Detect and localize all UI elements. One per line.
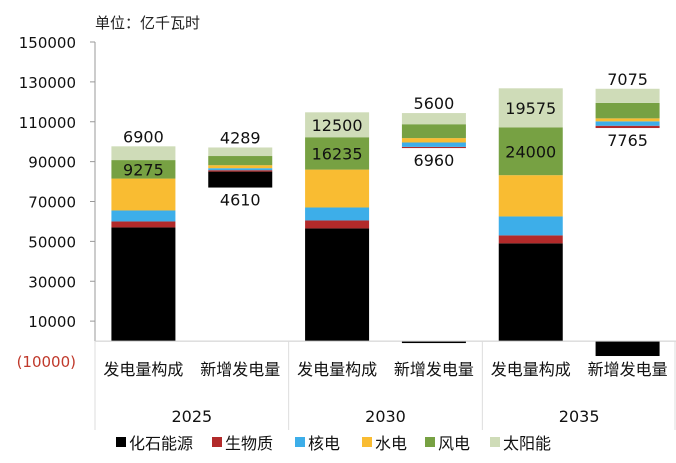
bar-segment-1 [305, 220, 370, 229]
bar-segment-4 [111, 160, 176, 179]
bar-segment-1 [111, 221, 176, 228]
bar-segment-4 [305, 137, 370, 170]
x-group-label: 2035 [559, 407, 600, 426]
y-tick-label: 110000 [19, 114, 76, 132]
legend-label: 核电 [308, 434, 340, 453]
x-category-label: 新增发电量 [588, 360, 668, 379]
unit-label: 单位：亿千瓦时 [95, 14, 200, 32]
data-label: 7765 [607, 131, 648, 150]
legend: 化石能源 生物质 核电 水电 风电 太阳能 [116, 434, 551, 453]
data-label: 16235 [312, 144, 363, 163]
bar-segment-3 [401, 138, 466, 143]
bar-segment-2 [498, 216, 563, 236]
bar-segment-4 [208, 156, 273, 166]
bar-segment-1 [498, 235, 563, 244]
legend-label: 生物质 [225, 434, 273, 453]
data-label: 5600 [414, 94, 455, 113]
bars: 9275 6900 4610 4289 16235 12500 6960 5600 24000 1… [111, 70, 660, 357]
data-label: 19575 [505, 99, 556, 118]
y-tick-label: 30000 [28, 273, 76, 291]
data-label: 9275 [123, 160, 164, 179]
bar-segment-3 [498, 175, 563, 217]
bar-segment-2 [401, 142, 466, 147]
bar-segment-0 [305, 228, 370, 342]
bar-segment-0 [595, 341, 660, 357]
y-tick-label: 130000 [19, 74, 76, 92]
y-tick-label: 70000 [28, 194, 76, 212]
legend-swatch [362, 437, 372, 447]
x-category-label: 新增发电量 [200, 360, 280, 379]
bar-segment-3 [208, 165, 273, 169]
x-group-label: 2025 [171, 407, 212, 426]
bar-segment-2 [208, 168, 273, 171]
data-label: 6900 [123, 127, 164, 146]
y-axis: (10000) 10000 30000 50000 70000 90000 110000 13… [17, 34, 96, 371]
bar-segment-1 [595, 125, 660, 129]
bar-segment-5 [498, 88, 563, 128]
bar-segment-0 [401, 341, 466, 344]
bar-segment-2 [111, 210, 176, 222]
bar-segment-5 [111, 146, 176, 161]
bar-segment-2 [595, 121, 660, 126]
bar-segment-0 [498, 243, 563, 342]
data-label: 4289 [220, 128, 261, 147]
x-category-label: 发电量构成 [491, 360, 571, 379]
legend-swatch [212, 437, 222, 447]
bar-segment-3 [305, 169, 370, 208]
data-label: 24000 [505, 142, 556, 161]
data-label: 4610 [220, 191, 261, 210]
data-label: 12500 [312, 116, 363, 135]
bar-segment-1 [208, 170, 273, 172]
bar-segment-5 [208, 147, 273, 157]
bar-segment-3 [595, 118, 660, 122]
y-tick-label: 10000 [28, 313, 76, 331]
bar-segment-0 [111, 227, 176, 342]
bar-segment-5 [305, 112, 370, 138]
bar-segment-5 [595, 88, 660, 103]
y-tick-label: 90000 [28, 154, 76, 172]
y-tick-label: (10000) [17, 353, 76, 371]
legend-label: 化石能源 [129, 434, 193, 453]
x-group-label: 2030 [365, 407, 406, 426]
x-category-label: 发电量构成 [103, 360, 183, 379]
bar-segment-4 [401, 124, 466, 139]
bar-segment-5 [401, 113, 466, 125]
bar-segment-1 [401, 146, 466, 149]
y-tick-label: 150000 [19, 34, 76, 52]
bar-segment-4 [498, 127, 563, 176]
bar-segment-4 [595, 102, 660, 119]
x-category-label: 发电量构成 [297, 360, 377, 379]
legend-swatch [116, 437, 126, 447]
legend-swatch [425, 437, 435, 447]
bar-segment-3 [111, 178, 176, 211]
y-tick-label: 50000 [28, 233, 76, 251]
legend-label: 风电 [438, 434, 470, 453]
bar-segment-2 [305, 207, 370, 221]
legend-label: 水电 [375, 434, 407, 453]
x-category-label: 新增发电量 [394, 360, 474, 379]
bar-segment-0 [208, 171, 273, 188]
data-label: 7075 [607, 70, 648, 89]
legend-swatch [295, 437, 305, 447]
legend-swatch [490, 437, 500, 447]
legend-label: 太阳能 [503, 434, 551, 453]
data-label: 6960 [414, 151, 455, 170]
